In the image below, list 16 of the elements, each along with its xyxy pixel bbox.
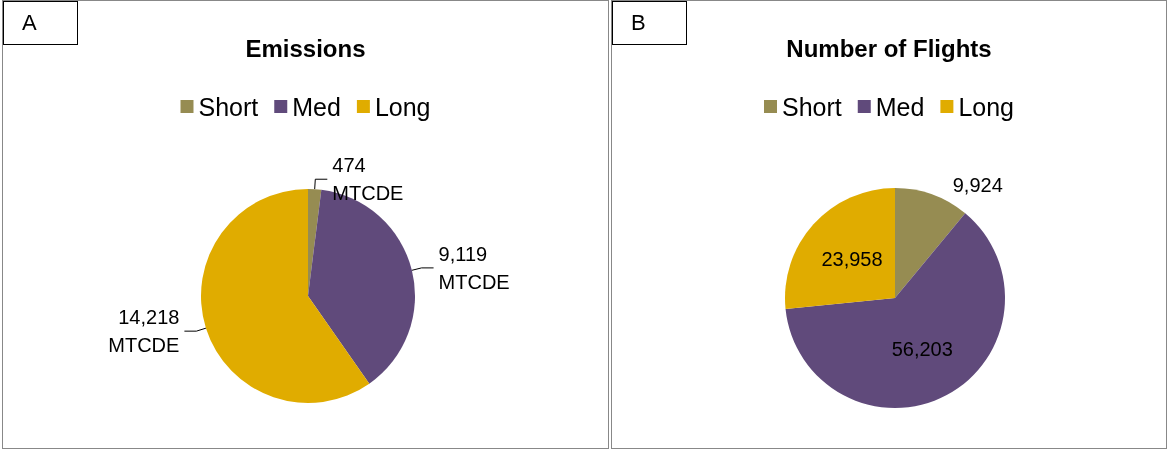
- data-label: 9,119 MTCDE: [438, 242, 510, 293]
- text: B: [612, 1, 687, 45]
- legend-label: Short: [782, 92, 842, 121]
- chart-title: Number of Flights: [786, 34, 992, 62]
- legend-label: Long: [958, 92, 1015, 121]
- legend-label: Short: [198, 92, 259, 121]
- data-label: 474 MTCDE: [332, 154, 404, 205]
- chart-title: Emissions: [245, 34, 366, 62]
- data-label: 23,958: [821, 248, 883, 271]
- data-label: 56,203: [891, 338, 953, 361]
- data-label: 14,218 MTCDE: [108, 306, 180, 357]
- legend-label: Long: [374, 92, 431, 121]
- text: A: [3, 1, 78, 45]
- data-label: 9,924: [952, 174, 1003, 197]
- legend-label: Med: [292, 92, 341, 121]
- legend-label: Med: [875, 92, 925, 121]
